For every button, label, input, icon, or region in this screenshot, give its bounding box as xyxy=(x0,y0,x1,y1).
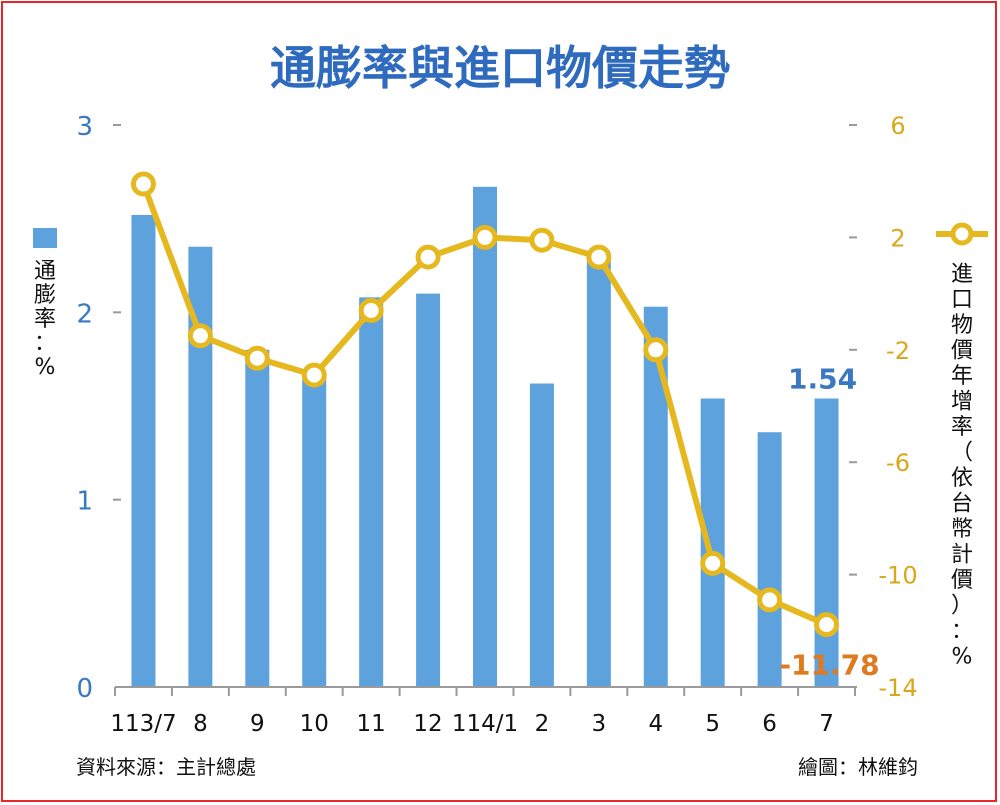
legend-bar-char-3: ： xyxy=(34,331,56,356)
import-price-point-0 xyxy=(130,171,156,197)
left-tick-label-0: 0 xyxy=(76,674,93,704)
import-price-point-7 xyxy=(529,227,555,253)
left-tick-label-1: 1 xyxy=(76,487,93,517)
legend-line-char-5: 增 xyxy=(951,390,973,415)
chart-title: 通膨率與進口物價走勢 xyxy=(270,41,730,95)
right-tick-label-0: -14 xyxy=(878,674,917,702)
legend-line-char-14: ： xyxy=(951,619,973,644)
bar-4 xyxy=(359,297,384,687)
import-price-point-2 xyxy=(244,345,270,371)
legend-line-char-9: 台 xyxy=(951,492,973,517)
bar-11 xyxy=(757,432,782,687)
import-price-point-11 xyxy=(757,587,783,613)
x-tick-label-7: 2 xyxy=(535,711,550,737)
left-tick-label-3: 3 xyxy=(76,112,93,142)
legend-line-char-0: 進 xyxy=(951,262,973,287)
import-price-point-6 xyxy=(472,224,498,250)
legend-line-char-1: 口 xyxy=(951,288,973,313)
left-tick-label-2: 2 xyxy=(76,299,93,329)
legend-line-char-3: 價 xyxy=(951,339,973,364)
x-tick-label-2: 9 xyxy=(250,711,265,737)
legend-line-char-11: 計 xyxy=(951,543,973,568)
bar-6 xyxy=(473,186,497,687)
x-tick-label-11: 6 xyxy=(762,711,777,737)
x-tick-label-1: 8 xyxy=(193,711,208,737)
import-price-point-4 xyxy=(358,297,384,323)
legend-line-char-6: 率 xyxy=(951,415,973,440)
legend-line-char-10: 幣 xyxy=(951,517,973,542)
annotation-bar-last: 1.54 xyxy=(788,363,857,396)
x-tick-label-0: 113/7 xyxy=(110,711,176,737)
legend-bar-swatch xyxy=(33,228,57,248)
bar-2 xyxy=(245,349,270,687)
right-tick-label-5: 6 xyxy=(890,112,905,140)
import-price-point-10 xyxy=(700,550,726,576)
x-tick-label-4: 11 xyxy=(357,711,386,737)
bar-9 xyxy=(643,306,668,687)
legend-line-char-12: 價 xyxy=(951,568,973,593)
legend-line-char-4: 年 xyxy=(951,364,973,389)
x-tick-label-3: 10 xyxy=(300,711,329,737)
x-tick-label-9: 4 xyxy=(648,711,663,737)
x-tick-label-8: 3 xyxy=(592,711,607,737)
right-tick-label-4: 2 xyxy=(890,224,905,252)
right-tick-label-2: -6 xyxy=(886,449,910,477)
legend-line-char-2: 物 xyxy=(951,313,973,338)
right-tick-label-3: -2 xyxy=(886,337,910,365)
bar-7 xyxy=(529,383,554,687)
legend-bar-char-0: 通 xyxy=(34,259,56,284)
legend-bar-char-2: 率 xyxy=(34,307,56,332)
legend-line-char-7: （ xyxy=(951,441,973,466)
annotation-line-last: -11.78 xyxy=(779,649,879,682)
legend-bar-char-1: 膨 xyxy=(34,283,56,308)
bar-12 xyxy=(814,398,839,687)
import-price-point-12 xyxy=(814,612,840,638)
credit-note: 繪圖：林維鈞 xyxy=(798,755,918,779)
bar-8 xyxy=(586,258,611,687)
import-price-point-9 xyxy=(643,337,669,363)
legend-line-char-8: 依 xyxy=(951,466,973,491)
x-tick-label-10: 5 xyxy=(705,711,720,737)
x-tick-label-6: 114/1 xyxy=(452,711,518,737)
bar-3 xyxy=(302,374,327,687)
import-price-point-1 xyxy=(187,323,213,349)
legend-line-marker xyxy=(950,222,974,246)
source-note: 資料來源：主計總處 xyxy=(76,755,256,779)
legend-line-char-13: ） xyxy=(951,594,973,619)
legend-line-char-15: % xyxy=(952,645,973,670)
legend-bar-char-4: % xyxy=(35,355,56,380)
import-price-point-3 xyxy=(301,362,327,388)
import-price-point-8 xyxy=(586,244,612,270)
bar-5 xyxy=(416,293,441,687)
x-tick-label-5: 12 xyxy=(413,711,442,737)
x-tick-label-12: 7 xyxy=(819,711,834,737)
import-price-point-5 xyxy=(415,244,441,270)
right-tick-label-1: -10 xyxy=(878,562,917,590)
bar-0 xyxy=(131,214,156,688)
